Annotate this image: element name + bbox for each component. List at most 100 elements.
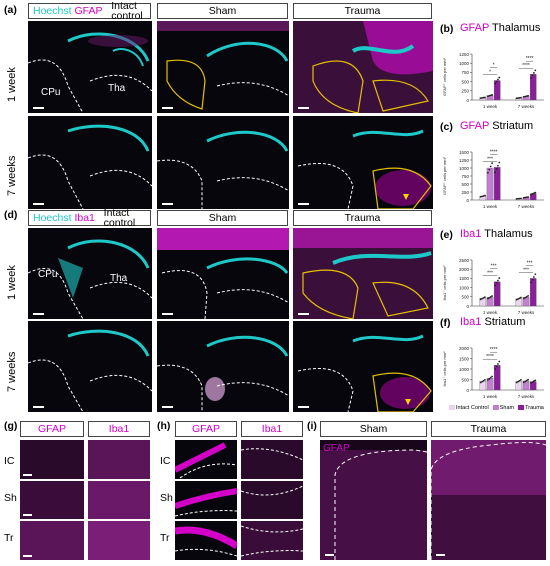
micrograph-a-sham-7w (157, 116, 289, 209)
micrograph-g-iba1-tr (88, 521, 150, 560)
y-tick-label: 1250 (459, 158, 470, 163)
data-point (491, 162, 493, 165)
data-point (523, 196, 525, 199)
data-point (498, 277, 501, 279)
micrograph-g-iba1-ic (88, 440, 150, 479)
micrograph-i-sham: GFAP (320, 440, 427, 560)
header-h-iba1: Iba1 (241, 421, 303, 437)
data-point (495, 168, 498, 170)
scale-bar (298, 406, 309, 408)
chart-b: 0 250 500 750 1000 1250 GFAP⁺ cells per mm² 1 w… (440, 36, 548, 114)
y-axis-label: Iba1⁺ cells per mm² (442, 265, 447, 301)
micrograph-h-gfap-sh (175, 481, 237, 519)
micrograph-h-gfap-tr (175, 521, 237, 560)
chart-b-title: GFAP Thalamus (460, 22, 541, 34)
header-a-intact: Hoechst GFAP Intact control (28, 0, 151, 21)
data-point (524, 196, 527, 199)
micrograph-d-intact-1w: CPu Tha (28, 228, 152, 319)
bar (493, 167, 501, 201)
data-point (488, 377, 491, 380)
data-point (515, 381, 518, 384)
y-tick-label: 0 (466, 304, 469, 309)
micrograph-h-iba1-sh (241, 481, 303, 519)
data-point (491, 295, 493, 297)
y-tick-label: 0 (466, 98, 469, 103)
data-point (524, 95, 527, 98)
header-a-trauma: Trauma (293, 3, 432, 19)
data-point (495, 80, 498, 83)
row-label-h-ic: IC (160, 455, 171, 467)
significance-mark: *** (487, 271, 493, 277)
row-label-d-1week: 1 week (6, 265, 18, 300)
x-tick-label: 1 week (483, 104, 498, 109)
data-point (533, 380, 535, 383)
data-point (518, 379, 521, 382)
legend-intact: Intact Control (449, 405, 489, 411)
data-point (531, 381, 534, 383)
header-a-sham: Sham (157, 3, 288, 19)
data-point (520, 96, 522, 99)
legend: Intact Control Sham Trauma (449, 405, 544, 411)
y-tick-label: 1000 (459, 166, 470, 171)
y-tick-label: 500 (461, 182, 469, 187)
data-point (534, 69, 537, 72)
panel-label-i: (i) (307, 420, 317, 432)
micrograph-d-trauma-1w (293, 228, 433, 319)
data-point (484, 378, 486, 381)
panel-label-f: (f) (440, 317, 451, 329)
data-point (497, 164, 499, 167)
micrograph-g-gfap-ic (20, 440, 84, 479)
bar (493, 281, 501, 307)
significance-mark: *** (491, 264, 497, 270)
data-point (479, 195, 482, 198)
data-point (482, 379, 485, 382)
data-point (515, 298, 518, 301)
data-point (484, 296, 486, 299)
data-point (487, 297, 489, 300)
y-tick-label: 250 (461, 190, 469, 195)
data-point (494, 284, 496, 287)
stain-label-gfap: GFAP (323, 443, 350, 454)
y-tick-label: 750 (461, 174, 469, 179)
header-d-trauma: Trauma (293, 210, 432, 226)
tissue-label-tha: Tha (108, 83, 126, 94)
data-point (489, 296, 492, 298)
y-axis-label: GFAP⁺ cells per mm² (442, 57, 447, 96)
header-g-iba1: Iba1 (88, 421, 150, 437)
stain-hoechst: Hoechst (33, 211, 72, 224)
chart-f-title: Iba1 Striatum (460, 316, 526, 328)
panel-label-a: (a) (4, 4, 17, 16)
header-h-gfap: GFAP (175, 421, 237, 437)
significance-mark: **** (490, 149, 498, 155)
chart-c: 0 250 500 750 1000 1250 1500 GFAP⁺ cells per mm… (440, 134, 548, 214)
scale-bar (162, 406, 173, 408)
y-tick-label: 1500 (459, 356, 470, 361)
data-point (527, 94, 529, 97)
micrograph-a-trauma-1w (293, 21, 433, 113)
data-point (534, 191, 537, 194)
data-point (479, 97, 482, 100)
data-point (487, 379, 489, 381)
x-tick-label: 1 week (483, 394, 498, 399)
data-point (482, 96, 485, 99)
row-label-g-sh: Sh (4, 492, 17, 504)
panel-label-c: (c) (440, 121, 453, 133)
data-point (530, 77, 532, 80)
data-point (525, 379, 528, 382)
x-tick-label: 1 week (483, 204, 498, 209)
chart-f: 0 500 1000 1500 2000 Iba1⁺ cells per mm² 1 wee… (440, 330, 548, 404)
data-point (515, 198, 518, 200)
data-point (525, 196, 528, 199)
y-tick-label: 500 (461, 295, 469, 300)
data-point (530, 281, 532, 284)
data-point (488, 168, 491, 171)
legend-sham: Sham (492, 405, 514, 411)
bar (529, 74, 537, 101)
row-label-d-7weeks: 7 weeks (6, 351, 18, 392)
data-point (497, 78, 499, 81)
y-tick-label: 500 (461, 377, 469, 382)
legend-trauma: Trauma (518, 405, 544, 411)
header-g-gfap: GFAP (20, 421, 84, 437)
data-point (489, 165, 492, 168)
data-point (533, 276, 535, 278)
